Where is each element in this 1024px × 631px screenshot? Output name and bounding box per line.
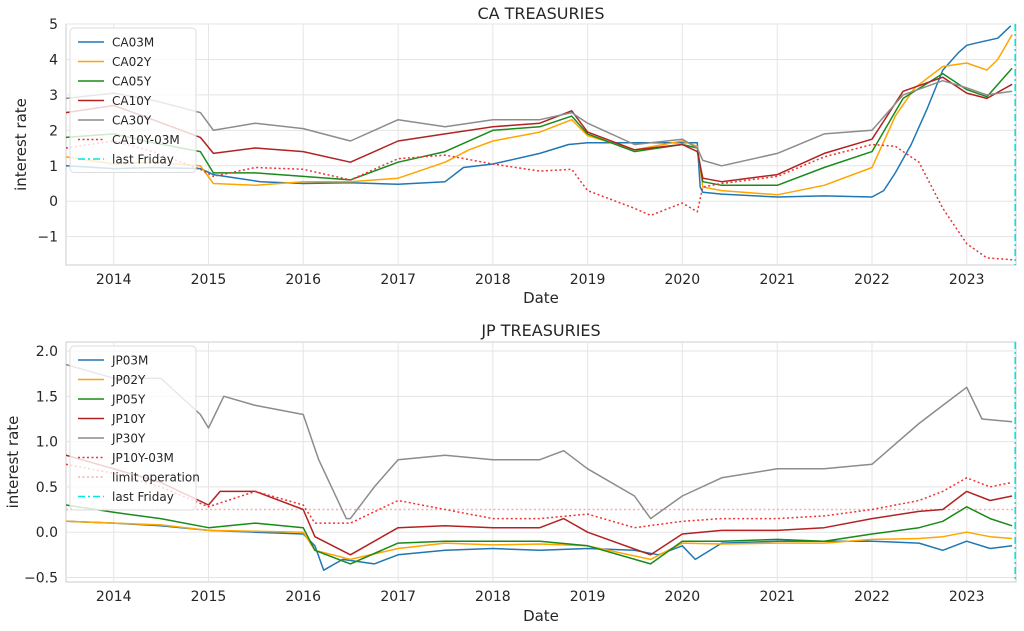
legend-label: JP05Y [111, 393, 146, 407]
y-tick-label: 1.0 [36, 435, 58, 451]
y-tick-label: −1 [37, 230, 58, 246]
x-tick-label: 2014 [96, 272, 132, 288]
y-tick-label: 0.5 [36, 480, 58, 496]
series-line-ca05y [66, 67, 1013, 187]
y-tick-label: 1 [49, 159, 58, 175]
legend-label: JP30Y [111, 432, 146, 446]
x-tick-label: 2021 [759, 272, 795, 288]
legend: JP03M JP02Y JP05Y JP10Y JP30Y JP10Y-03M limit … [69, 345, 200, 511]
x-tick-label: 2019 [570, 589, 606, 605]
x-tick-label: 2023 [949, 272, 985, 288]
y-tick-label: 2 [49, 123, 58, 139]
y-tick-label: 2.0 [36, 344, 58, 360]
x-tick-label: 2018 [475, 589, 511, 605]
legend-label: JP10Y-03M [111, 451, 174, 465]
x-tick-label: 2017 [380, 272, 416, 288]
series-line-jp10y-03m [66, 463, 1013, 529]
x-tick-label: 2022 [854, 589, 890, 605]
x-tick-label: 2016 [285, 272, 321, 288]
y-tick-label: 0 [49, 194, 58, 210]
x-tick-label: 2021 [759, 589, 795, 605]
y-tick-label: 0.0 [36, 525, 58, 541]
legend-label: last Friday [112, 153, 174, 167]
series-line-ca30y [66, 79, 1013, 167]
series-layer [66, 24, 1016, 265]
legend-label: JP02Y [111, 373, 146, 387]
y-tick-label: 3 [49, 88, 58, 104]
legend-frame [69, 27, 197, 173]
legend-label: JP10Y [111, 412, 146, 426]
x-tick-label: 2019 [570, 272, 606, 288]
jp-treasuries-chart: 2.0 1.5 1.0 0.5 0.0 −0.5 2014 2015 2016 2017 2018 2… [4, 321, 1017, 625]
x-axis-label: Date [523, 289, 559, 307]
y-tick-label: 5 [49, 17, 58, 33]
x-tick-label: 2017 [380, 589, 416, 605]
legend-label: CA30Y [112, 114, 152, 128]
series-line-jp10y [66, 454, 1013, 556]
y-tick-label: −0.5 [24, 570, 58, 586]
x-tick-label: 2020 [664, 272, 700, 288]
series-line-ca10y-03m [66, 140, 1013, 261]
legend-label: CA05Y [112, 75, 152, 89]
x-tick-label: 2023 [949, 589, 985, 605]
legend: CA03M CA02Y CA05Y CA10Y CA30Y CA10Y-03M last F… [69, 27, 197, 173]
x-tick-label: 2016 [285, 589, 321, 605]
legend-label: CA10Y-03M [112, 133, 180, 147]
ca-treasuries-chart: 5 4 3 2 1 0 −1 2014 2015 2016 2017 2018 2019 2020 2021… [12, 4, 1017, 307]
series-line-jp02y [66, 520, 1013, 561]
legend-frame [69, 345, 197, 511]
y-tick-label: 1.5 [36, 389, 58, 405]
legend-label: CA02Y [112, 55, 152, 69]
series-line-jp30y [66, 363, 1013, 520]
x-tick-label: 2014 [96, 589, 132, 605]
y-axis-label: interest rate [4, 416, 22, 509]
y-axis-label: interest rate [12, 98, 30, 191]
legend-label: limit operation [112, 471, 200, 485]
series-line-jp05y [66, 504, 1013, 565]
legend-label: CA03M [112, 36, 154, 50]
plot-area [65, 23, 1017, 266]
series-layer [66, 342, 1016, 582]
chart-title: CA TREASURIES [477, 4, 604, 23]
x-axis-label: Date [523, 607, 559, 625]
x-tick-label: 2015 [191, 589, 227, 605]
legend-label: CA10Y [112, 94, 152, 108]
x-tick-label: 2020 [664, 589, 700, 605]
legend-label: JP03M [111, 354, 148, 368]
x-tick-label: 2015 [191, 272, 227, 288]
series-line-jp03m [66, 520, 1013, 571]
legend-label: last Friday [112, 490, 174, 504]
x-tick-label: 2018 [475, 272, 511, 288]
x-tick-label: 2022 [854, 272, 890, 288]
y-tick-label: 4 [49, 52, 58, 68]
chart-title: JP TREASURIES [480, 321, 600, 340]
